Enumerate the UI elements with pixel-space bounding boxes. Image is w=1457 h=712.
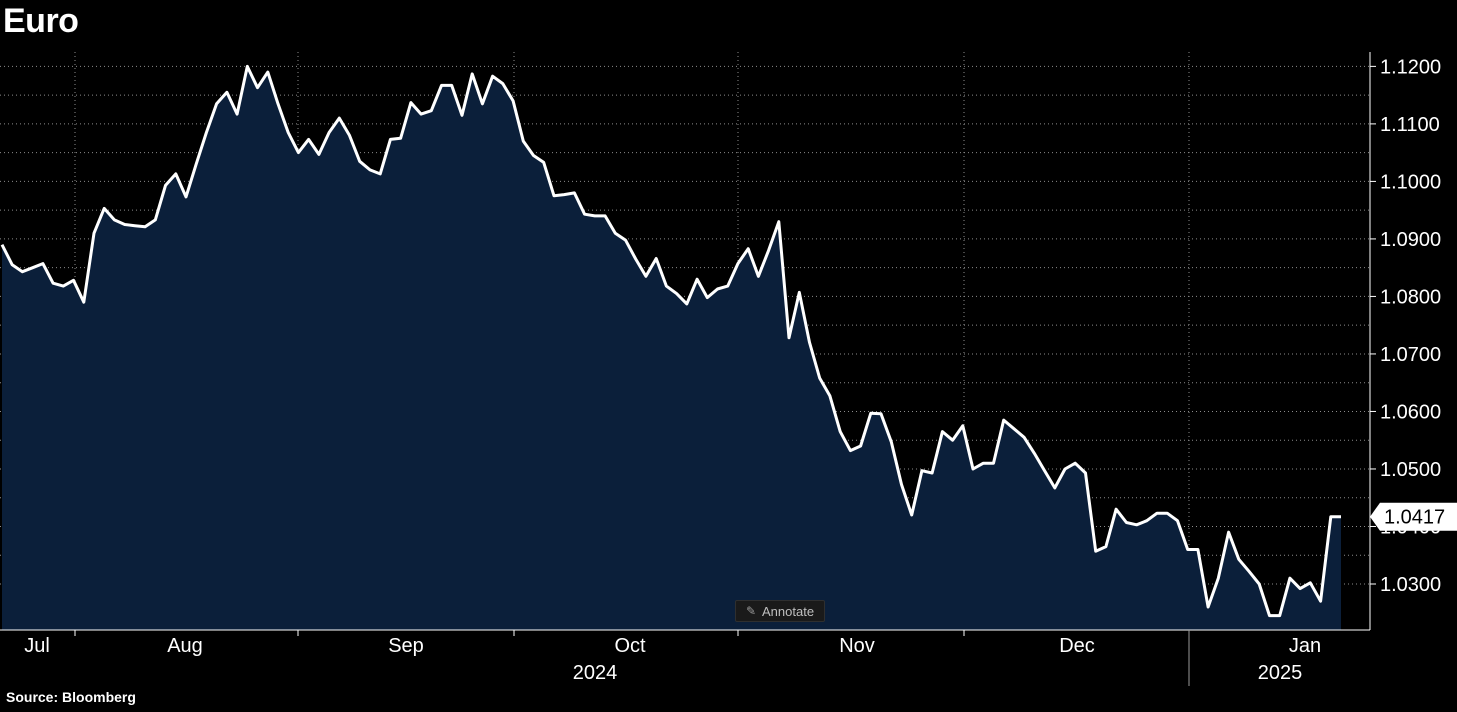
x-tick-label: Nov xyxy=(839,635,875,657)
x-axis: Jul Aug Sep Oct Nov Dec Jan 2024 2025 xyxy=(0,629,1370,686)
y-tick-label: 1.1000 xyxy=(1380,171,1441,193)
x-tick-label: Aug xyxy=(167,635,203,657)
last-value-label: 1.0417 xyxy=(1384,507,1445,529)
chart-title: Euro xyxy=(3,2,79,40)
x-year-label: 2024 xyxy=(573,662,618,684)
y-tick-label: 1.0300 xyxy=(1380,574,1441,596)
annotate-button[interactable]: ✎ Annotate xyxy=(735,600,825,622)
x-tick-label: Oct xyxy=(614,635,646,657)
y-tick-label: 1.1200 xyxy=(1380,56,1441,78)
x-tick-label: Dec xyxy=(1059,635,1095,657)
last-value-badge: 1.0417 xyxy=(1370,502,1457,531)
y-axis: 1.03001.04001.05001.06001.07001.08001.09… xyxy=(1369,52,1441,630)
series-line xyxy=(0,64,1341,618)
x-tick-label: Jul xyxy=(24,635,50,657)
y-tick-label: 1.0800 xyxy=(1380,286,1441,308)
y-tick-label: 1.0600 xyxy=(1380,401,1441,423)
last-value-marker xyxy=(1370,502,1457,531)
y-tick-label: 1.0900 xyxy=(1380,229,1441,251)
source-note: Source: Bloomberg xyxy=(6,689,136,705)
y-tick-label: 1.0700 xyxy=(1380,344,1441,366)
series-area xyxy=(2,66,1341,630)
annotate-label: Annotate xyxy=(762,603,815,619)
pencil-icon: ✎ xyxy=(745,604,756,618)
x-tick-label: Sep xyxy=(388,635,424,657)
x-year-label: 2025 xyxy=(1258,662,1303,684)
x-tick-label: Jan xyxy=(1289,635,1321,657)
y-tick-label: 1.0500 xyxy=(1380,459,1441,481)
y-tick-label: 1.1100 xyxy=(1380,114,1440,136)
